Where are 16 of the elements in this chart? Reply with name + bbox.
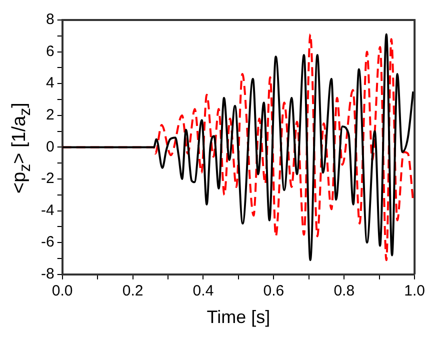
x-tick-label: 0.0 [52,282,73,300]
y-tick-label: -4 [40,202,54,219]
x-tick-label: 0.4 [192,282,214,300]
y-tick-label: 4 [46,74,54,92]
x-tick-label: 0.6 [263,282,284,300]
y-tick-label: 0 [46,138,54,156]
y-tick-label: 8 [46,11,54,28]
y-tick-label: -6 [40,234,54,251]
y-tick-label: -8 [40,266,54,283]
x-tick-label: 1.0 [404,282,426,300]
x-tick-label: 0.8 [334,282,355,300]
x-axis-title: Time [s] [206,307,270,328]
y-tick-label: -2 [40,170,54,188]
y-tick-label: 2 [46,106,54,124]
x-tick-label: 0.2 [122,282,144,300]
y-tick-label: 6 [46,42,54,60]
